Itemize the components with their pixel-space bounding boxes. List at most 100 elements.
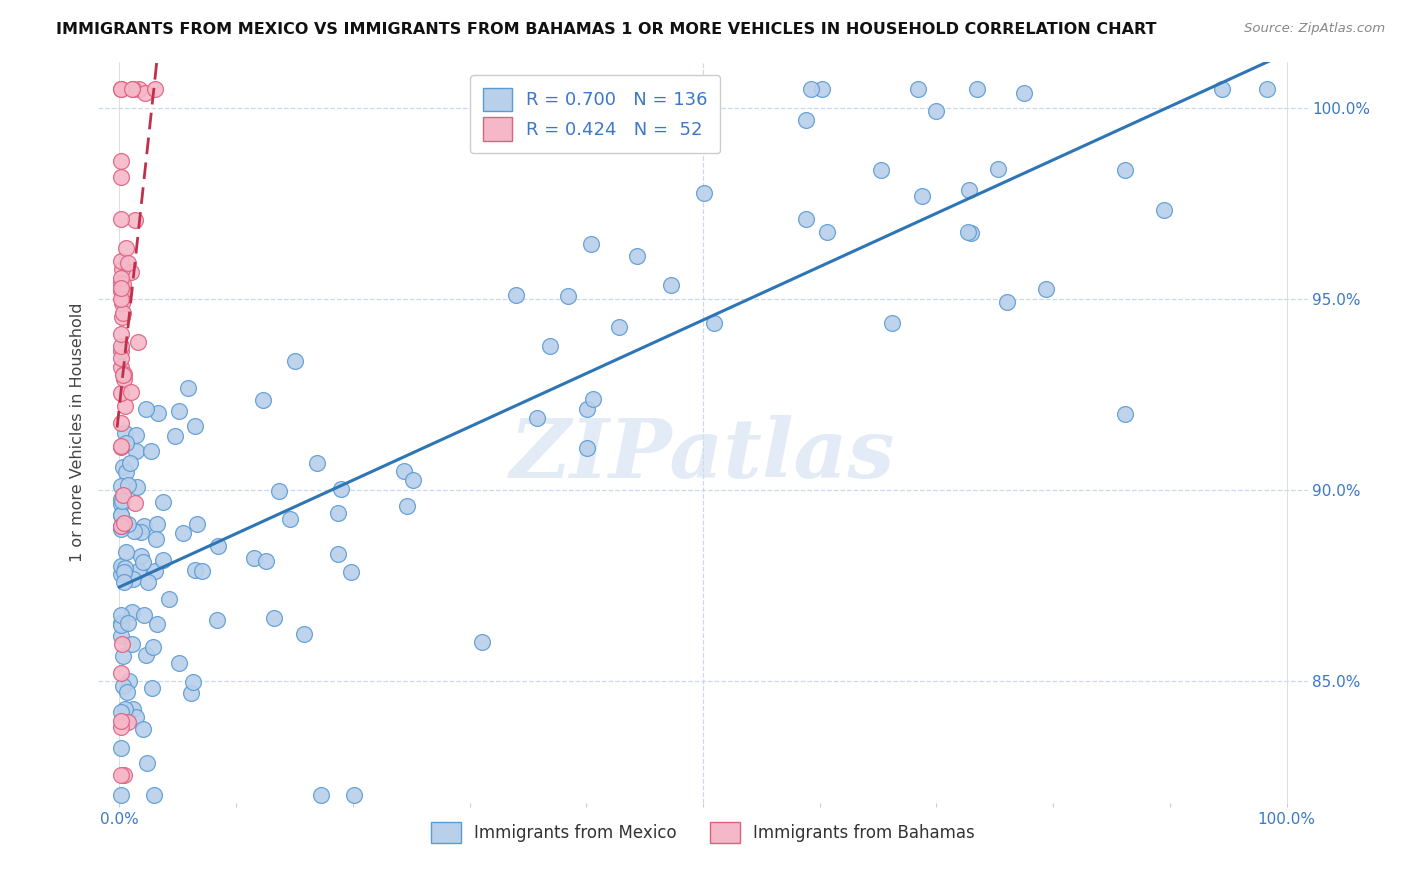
- Point: [114, 545, 136, 559]
- Point: [1035, 282, 1057, 296]
- Point: [124, 212, 146, 227]
- Point: [111, 494, 134, 508]
- Point: [110, 508, 132, 522]
- Point: [956, 225, 979, 239]
- Point: [112, 284, 135, 298]
- Point: [114, 399, 136, 413]
- Point: [152, 494, 174, 508]
- Point: [111, 277, 134, 292]
- Point: [165, 429, 187, 443]
- Point: [110, 343, 132, 358]
- Point: [117, 516, 139, 531]
- Point: [263, 610, 285, 624]
- Point: [607, 319, 630, 334]
- Point: [111, 262, 134, 277]
- Point: [124, 495, 146, 509]
- Point: [112, 649, 135, 664]
- Point: [659, 278, 682, 293]
- Point: [110, 518, 132, 533]
- Point: [1153, 203, 1175, 218]
- Point: [181, 674, 204, 689]
- Point: [110, 82, 132, 96]
- Point: [112, 768, 135, 782]
- Point: [870, 163, 893, 178]
- Point: [118, 673, 141, 688]
- Point: [110, 271, 132, 285]
- Point: [142, 640, 165, 654]
- Point: [122, 524, 145, 538]
- Point: [117, 255, 139, 269]
- Point: [1211, 82, 1233, 96]
- Point: [1114, 407, 1136, 421]
- Point: [575, 442, 598, 456]
- Point: [180, 686, 202, 700]
- Point: [146, 617, 169, 632]
- Text: Source: ZipAtlas.com: Source: ZipAtlas.com: [1244, 22, 1385, 36]
- Point: [143, 564, 166, 578]
- Point: [131, 524, 153, 539]
- Point: [800, 82, 823, 96]
- Point: [343, 788, 366, 802]
- Point: [401, 473, 423, 487]
- Point: [112, 368, 135, 382]
- Point: [111, 562, 134, 576]
- Point: [110, 628, 132, 642]
- Text: ZIPatlas: ZIPatlas: [510, 415, 896, 495]
- Point: [143, 82, 166, 96]
- Point: [114, 465, 136, 479]
- Point: [110, 440, 132, 454]
- Point: [172, 526, 194, 541]
- Point: [907, 82, 929, 96]
- Point: [110, 351, 132, 366]
- Point: [117, 715, 139, 730]
- Point: [112, 516, 135, 530]
- Point: [117, 685, 139, 699]
- Point: [114, 560, 136, 574]
- Point: [815, 225, 838, 239]
- Point: [626, 249, 648, 263]
- Point: [110, 339, 132, 353]
- Point: [125, 443, 148, 458]
- Point: [132, 555, 155, 569]
- Point: [110, 497, 132, 511]
- Point: [110, 417, 132, 431]
- Point: [110, 386, 132, 401]
- Point: [122, 572, 145, 586]
- Point: [118, 456, 141, 470]
- Point: [987, 161, 1010, 176]
- Point: [184, 563, 207, 577]
- Point: [184, 419, 207, 434]
- Point: [330, 482, 353, 496]
- Point: [110, 82, 132, 96]
- Point: [114, 426, 136, 441]
- Point: [309, 788, 332, 802]
- Point: [794, 212, 817, 227]
- Text: IMMIGRANTS FROM MEXICO VS IMMIGRANTS FROM BAHAMAS 1 OR MORE VEHICLES IN HOUSEHOL: IMMIGRANTS FROM MEXICO VS IMMIGRANTS FRO…: [56, 22, 1157, 37]
- Point: [110, 741, 132, 756]
- Point: [145, 533, 167, 547]
- Point: [110, 714, 132, 728]
- Point: [471, 635, 494, 649]
- Point: [394, 465, 416, 479]
- Point: [111, 518, 134, 533]
- Point: [121, 605, 143, 619]
- Point: [911, 189, 934, 203]
- Point: [340, 565, 363, 579]
- Point: [243, 550, 266, 565]
- Y-axis label: 1 or more Vehicles in Household: 1 or more Vehicles in Household: [70, 303, 86, 562]
- Point: [966, 82, 988, 96]
- Point: [305, 456, 328, 470]
- Point: [110, 212, 132, 227]
- Point: [110, 522, 132, 536]
- Point: [121, 82, 143, 96]
- Point: [292, 626, 315, 640]
- Point: [960, 226, 983, 240]
- Point: [167, 403, 190, 417]
- Point: [110, 281, 132, 295]
- Point: [110, 154, 132, 169]
- Point: [1114, 162, 1136, 177]
- Point: [112, 679, 135, 693]
- Point: [576, 402, 599, 417]
- Point: [142, 788, 165, 802]
- Point: [117, 478, 139, 492]
